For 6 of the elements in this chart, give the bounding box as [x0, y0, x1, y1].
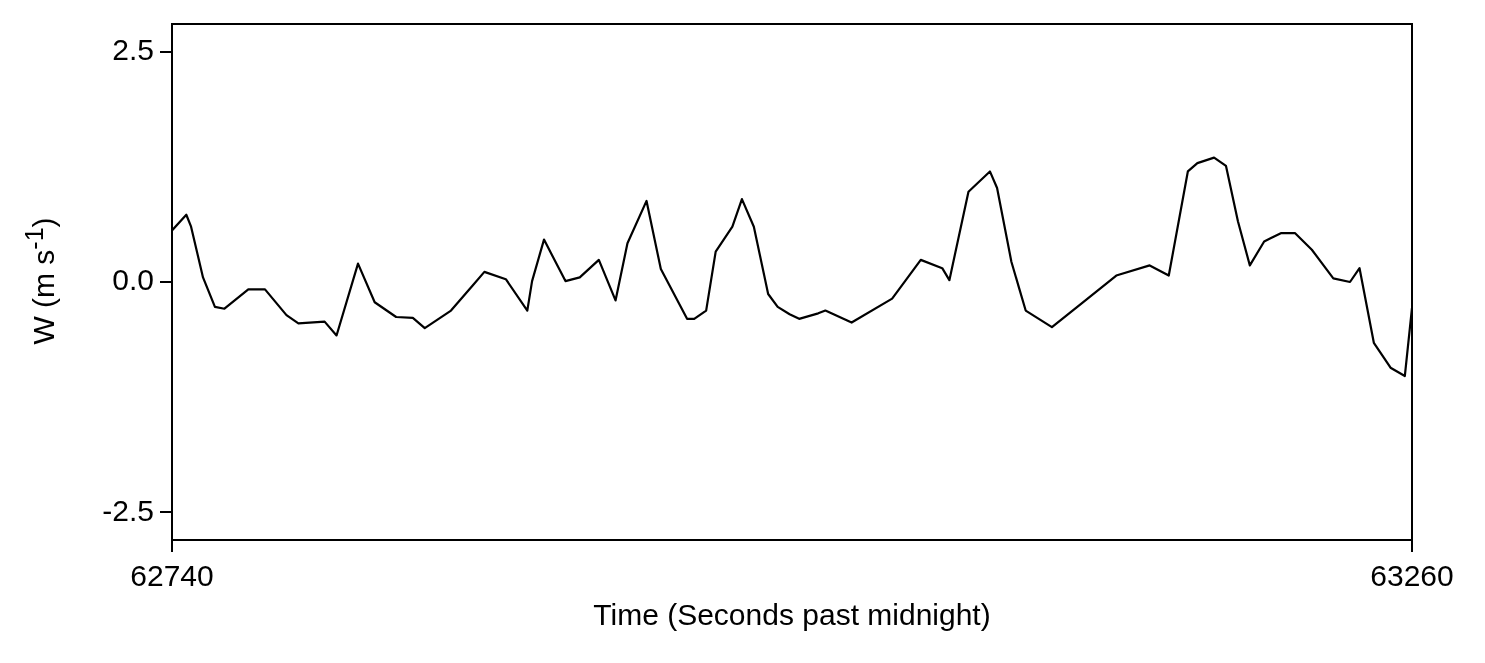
x-tick-label: 62740 [130, 559, 214, 593]
x-axis-title: Time (Seconds past midnight) [592, 598, 992, 632]
x-tick-label: 63260 [1370, 559, 1454, 593]
y-tick-label: 2.5 [112, 32, 154, 66]
y-tick-label: 0.0 [112, 263, 154, 297]
y-tick-label: -2.5 [102, 493, 154, 527]
